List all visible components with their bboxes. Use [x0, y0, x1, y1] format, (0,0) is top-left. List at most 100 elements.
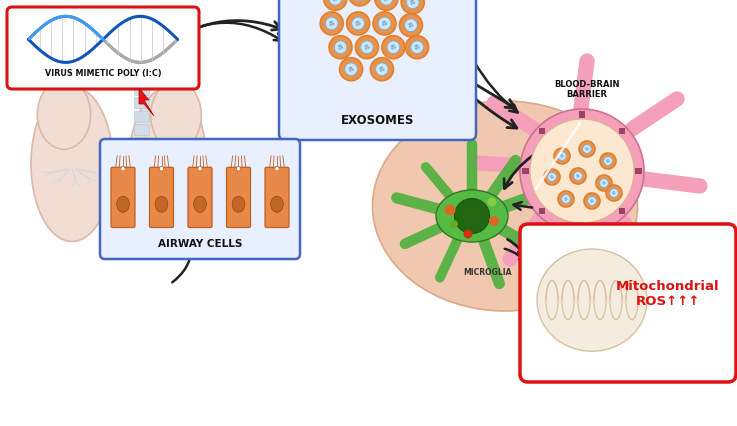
- Circle shape: [602, 181, 604, 183]
- Circle shape: [321, 12, 343, 35]
- Circle shape: [391, 47, 394, 50]
- Circle shape: [576, 175, 578, 176]
- Circle shape: [416, 44, 419, 47]
- Circle shape: [338, 47, 340, 50]
- FancyBboxPatch shape: [226, 167, 251, 227]
- Ellipse shape: [116, 196, 129, 212]
- Circle shape: [381, 66, 383, 69]
- Ellipse shape: [537, 249, 647, 351]
- Text: Mitochondrial
ROS↑↑↑: Mitochondrial ROS↑↑↑: [616, 280, 720, 308]
- Circle shape: [324, 0, 347, 10]
- Circle shape: [411, 41, 424, 54]
- Circle shape: [413, 2, 415, 4]
- FancyBboxPatch shape: [134, 218, 150, 229]
- Circle shape: [121, 167, 125, 171]
- Circle shape: [356, 21, 358, 24]
- Circle shape: [387, 41, 399, 54]
- Ellipse shape: [194, 196, 206, 212]
- Circle shape: [354, 0, 366, 1]
- Circle shape: [329, 24, 332, 26]
- Circle shape: [349, 67, 351, 69]
- Circle shape: [380, 0, 393, 5]
- Circle shape: [355, 36, 378, 59]
- Circle shape: [364, 45, 367, 47]
- FancyBboxPatch shape: [134, 151, 150, 162]
- Circle shape: [530, 119, 634, 223]
- Circle shape: [329, 0, 341, 5]
- Circle shape: [375, 0, 398, 10]
- Circle shape: [409, 26, 411, 28]
- Ellipse shape: [372, 101, 638, 311]
- Circle shape: [544, 169, 560, 185]
- Circle shape: [334, 41, 347, 54]
- FancyBboxPatch shape: [134, 111, 150, 122]
- Circle shape: [383, 24, 385, 26]
- Circle shape: [583, 144, 591, 153]
- Circle shape: [612, 193, 614, 195]
- Circle shape: [585, 147, 587, 149]
- Circle shape: [576, 176, 578, 178]
- Circle shape: [352, 17, 365, 30]
- Circle shape: [561, 154, 563, 155]
- Circle shape: [329, 21, 332, 24]
- FancyBboxPatch shape: [134, 138, 150, 149]
- Circle shape: [464, 230, 472, 239]
- FancyBboxPatch shape: [188, 167, 212, 227]
- Circle shape: [558, 191, 574, 207]
- Circle shape: [562, 155, 564, 157]
- Circle shape: [406, 0, 419, 9]
- Circle shape: [338, 45, 340, 47]
- Circle shape: [561, 156, 562, 158]
- Circle shape: [607, 160, 608, 161]
- Circle shape: [333, 0, 335, 1]
- Circle shape: [600, 153, 616, 169]
- Text: BLOOD-BRAIN
BARRIER: BLOOD-BRAIN BARRIER: [554, 80, 620, 99]
- Circle shape: [380, 67, 382, 69]
- Circle shape: [551, 176, 552, 177]
- Circle shape: [415, 45, 417, 47]
- Circle shape: [606, 185, 622, 201]
- Circle shape: [405, 36, 429, 59]
- Polygon shape: [139, 88, 154, 116]
- Circle shape: [349, 0, 371, 6]
- Circle shape: [392, 44, 394, 47]
- Circle shape: [520, 109, 644, 233]
- Circle shape: [578, 176, 580, 177]
- Circle shape: [592, 201, 594, 202]
- Circle shape: [609, 189, 618, 197]
- Circle shape: [411, 3, 413, 5]
- FancyBboxPatch shape: [134, 98, 150, 109]
- FancyBboxPatch shape: [619, 128, 625, 134]
- Circle shape: [345, 63, 357, 75]
- FancyBboxPatch shape: [134, 71, 150, 82]
- Circle shape: [349, 69, 352, 72]
- FancyBboxPatch shape: [100, 139, 300, 259]
- Text: EXOSOMES: EXOSOMES: [340, 113, 414, 127]
- Text: VIRUS MIMETIC POLY (I:C): VIRUS MIMETIC POLY (I:C): [45, 69, 161, 78]
- Circle shape: [552, 176, 553, 178]
- FancyBboxPatch shape: [265, 167, 289, 227]
- Ellipse shape: [232, 196, 245, 212]
- FancyBboxPatch shape: [134, 178, 150, 189]
- Circle shape: [159, 167, 164, 171]
- Circle shape: [357, 21, 360, 23]
- Circle shape: [382, 69, 385, 71]
- FancyBboxPatch shape: [134, 124, 150, 135]
- Circle shape: [591, 199, 593, 201]
- Circle shape: [410, 23, 412, 25]
- Text: MICROGLIA: MICROGLIA: [463, 268, 511, 277]
- Circle shape: [417, 46, 419, 49]
- Circle shape: [408, 23, 411, 26]
- Circle shape: [573, 172, 582, 180]
- Circle shape: [614, 193, 615, 194]
- FancyBboxPatch shape: [539, 208, 545, 214]
- Circle shape: [607, 159, 609, 161]
- Circle shape: [548, 173, 556, 181]
- Circle shape: [455, 199, 489, 233]
- Circle shape: [554, 148, 570, 164]
- Circle shape: [489, 216, 499, 226]
- Circle shape: [584, 193, 600, 209]
- Circle shape: [551, 175, 553, 177]
- Circle shape: [366, 44, 368, 47]
- FancyBboxPatch shape: [579, 111, 585, 118]
